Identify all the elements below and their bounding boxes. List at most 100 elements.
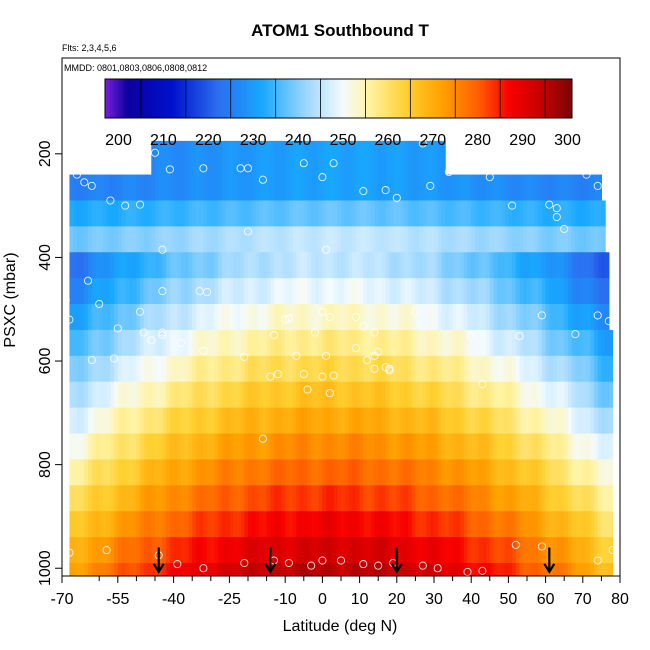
heatmap-cell	[132, 433, 137, 460]
heatmap-cell	[500, 304, 506, 331]
heatmap-cell	[582, 537, 588, 564]
heatmap-cell	[415, 278, 420, 305]
heatmap-cell	[143, 278, 149, 305]
observation-point	[87, 355, 96, 365]
heatmap-cell	[564, 174, 569, 201]
heatmap-cell	[448, 329, 454, 357]
heatmap-cell	[389, 563, 394, 576]
observation-point	[374, 561, 383, 570]
heatmap-cell	[523, 511, 528, 538]
heatmap-cell	[240, 407, 245, 435]
heatmap-cell	[367, 304, 372, 331]
heatmap-cell	[549, 537, 554, 564]
heatmap-cell	[582, 563, 588, 576]
heatmap-cell	[173, 485, 178, 512]
heatmap-cell	[188, 381, 193, 409]
heatmap-cell	[579, 563, 584, 576]
heatmap-cell	[567, 537, 573, 564]
heatmap-cell	[240, 381, 245, 409]
heatmap-cell	[378, 407, 383, 435]
heatmap-cell	[143, 252, 149, 279]
heatmap-cell	[214, 278, 219, 305]
observation-point	[322, 245, 331, 254]
observation-point	[307, 561, 316, 570]
heatmap-cell	[530, 433, 536, 460]
colorbar-segment	[509, 79, 512, 118]
colorbar-segment	[466, 79, 470, 118]
heatmap-cell	[203, 355, 208, 383]
heatmap-cell	[370, 252, 376, 279]
heatmap-cell	[207, 459, 212, 486]
heatmap-cell	[582, 433, 588, 460]
heatmap-cell	[471, 563, 476, 576]
heatmap-cell	[69, 304, 74, 331]
heatmap-cell	[251, 304, 257, 331]
colorbar-segment	[111, 79, 115, 118]
heatmap-cell	[292, 226, 297, 253]
heatmap-cell	[177, 140, 182, 176]
heatmap-cell	[181, 200, 186, 227]
heatmap-cell	[225, 200, 230, 227]
heatmap-cell	[556, 485, 562, 512]
heatmap-cell	[344, 200, 350, 227]
colorbar-segment	[320, 79, 324, 118]
heatmap-cell	[512, 226, 517, 253]
heatmap-cell	[463, 200, 469, 227]
heatmap-cell	[445, 278, 450, 305]
heatmap-cell	[329, 433, 335, 460]
heatmap-cell	[76, 329, 82, 357]
heatmap-cell	[567, 304, 573, 331]
heatmap-cell	[195, 355, 201, 383]
heatmap-cell	[478, 278, 483, 305]
observation-point	[560, 224, 569, 233]
heatmap-cell	[288, 226, 294, 253]
heatmap-cell	[460, 252, 465, 279]
heatmap-cell	[117, 537, 123, 564]
heatmap-cell	[593, 433, 599, 460]
heatmap-cell	[236, 381, 242, 409]
heatmap-cell	[478, 355, 483, 383]
heatmap-cell	[415, 329, 420, 357]
heatmap-cell	[229, 563, 234, 576]
heatmap-cell	[553, 511, 558, 538]
heatmap-cell	[158, 278, 164, 305]
heatmap-cell	[262, 278, 268, 305]
observation-point	[537, 311, 546, 320]
heatmap-cell	[296, 537, 301, 564]
x-tick-label: -40	[162, 591, 185, 608]
heatmap-cell	[452, 226, 457, 253]
heatmap-cell	[415, 174, 420, 201]
heatmap-cell	[84, 174, 89, 201]
heatmap-cell	[177, 329, 182, 357]
heatmap-cell	[534, 537, 539, 564]
heatmap-cell	[155, 485, 160, 512]
heatmap-cell	[419, 511, 424, 538]
x-tick-label: 0	[318, 591, 327, 608]
heatmap-cell	[195, 459, 201, 486]
heatmap-cell	[300, 252, 305, 279]
heatmap-cell	[482, 226, 487, 253]
heatmap-cell	[262, 226, 268, 253]
heatmap-cell	[240, 278, 245, 305]
heatmap-cell	[318, 304, 323, 331]
heatmap-cell	[337, 381, 342, 409]
heatmap-cell	[207, 563, 212, 576]
heatmap-cell	[285, 407, 290, 435]
heatmap-cell	[296, 407, 301, 435]
x-axis: -70 -55 -40 -25 -10 0 10 20 30 40 50 60 70 80	[50, 576, 629, 608]
colorbar-segment	[302, 79, 306, 118]
heatmap-cell	[363, 433, 368, 460]
heatmap-cell	[106, 381, 111, 409]
heatmap-cell	[195, 381, 201, 409]
observation-point	[173, 560, 182, 569]
heatmap-cell	[233, 200, 238, 227]
heatmap-cell	[560, 252, 565, 279]
heatmap-cell	[99, 537, 104, 564]
heatmap-cell	[419, 433, 424, 460]
heatmap-cell	[73, 329, 78, 357]
heatmap-cell	[277, 304, 283, 331]
heatmap-cell	[575, 329, 580, 357]
heatmap-cell	[590, 537, 595, 564]
heatmap-cell	[233, 459, 238, 486]
heatmap-cell	[400, 329, 405, 357]
